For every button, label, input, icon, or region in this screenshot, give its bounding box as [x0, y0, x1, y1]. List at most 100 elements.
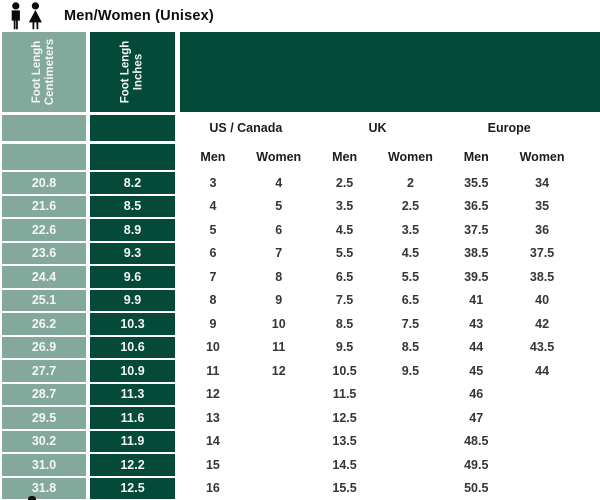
- eu-men-cell: 41: [469, 293, 484, 308]
- inches-cell: 10.3: [90, 313, 175, 335]
- eu-women-cell: [509, 478, 575, 500]
- region-header-row: US / Canada UK Europe: [2, 115, 600, 141]
- uk-men-cell: 15.5: [332, 481, 357, 496]
- eu-women-cell: 42: [535, 316, 550, 331]
- size-values: 16 15.5 50.5: [180, 478, 600, 500]
- subheader-uk-women: Women: [387, 150, 433, 164]
- uk-women-cell: 9.5: [401, 363, 420, 378]
- subheader-eu-men: Men: [463, 150, 489, 164]
- table-row: 30.2 11.9 14 13.5 48.5: [2, 430, 600, 453]
- inches-spacer-cell: [90, 144, 175, 170]
- header-banner: [180, 32, 600, 112]
- size-values: 13 12.5 47: [180, 407, 600, 429]
- table-row: 21.6 8.5 4 5 3.5 2.5 36.5 35: [2, 195, 600, 218]
- inches-cell: 10.9: [90, 360, 175, 382]
- us-men-cell: 7: [209, 269, 217, 284]
- cm-spacer-cell: [2, 115, 86, 141]
- uk-women-cell: 2.5: [401, 199, 420, 214]
- eu-women-cell: [509, 384, 575, 406]
- uk-women-cell: 8.5: [401, 340, 420, 355]
- us-women-cell: [246, 431, 312, 453]
- inches-cell: 8.5: [90, 195, 175, 217]
- inches-cell: 11.6: [90, 407, 175, 429]
- us-women-cell: [246, 384, 312, 406]
- eu-men-cell: 35.5: [464, 175, 489, 190]
- size-values: 4 5 3.5 2.5 36.5 35: [180, 196, 600, 218]
- cm-cell: 23.6: [2, 242, 86, 264]
- us-men-cell: 16: [205, 481, 220, 496]
- size-values: 8 9 7.5 6.5 41 40: [180, 290, 600, 312]
- us-men-cell: 6: [209, 246, 217, 261]
- uk-men-cell: 10.5: [332, 363, 357, 378]
- eu-women-cell: 35: [535, 199, 550, 214]
- size-values: 10 11 9.5 8.5 44 43.5: [180, 337, 600, 359]
- us-women-cell: 11: [272, 340, 286, 355]
- inches-cell: 9.3: [90, 242, 175, 264]
- us-men-cell: 13: [205, 410, 220, 425]
- eu-women-cell: 36: [535, 222, 550, 237]
- us-men-cell: 12: [205, 387, 220, 402]
- table-row: 29.5 11.6 13 12.5 47: [2, 407, 600, 429]
- inches-cell: 12.2: [90, 454, 175, 476]
- us-women-cell: 8: [275, 269, 283, 284]
- uk-women-cell: [378, 407, 444, 429]
- uk-men-cell: 11.5: [332, 387, 357, 402]
- uk-men-cell: 14.5: [332, 457, 357, 472]
- cm-cell: 30.2: [2, 430, 86, 452]
- us-men-cell: 9: [209, 316, 217, 331]
- eu-men-cell: 38.5: [464, 246, 489, 261]
- eu-men-cell: 50.5: [464, 481, 489, 496]
- uk-women-cell: [378, 454, 444, 476]
- cm-cell: 25.1: [2, 289, 86, 311]
- cm-cell: 28.7: [2, 383, 86, 405]
- subheader-eu-women: Women: [519, 150, 565, 164]
- uk-men-cell: 2.5: [335, 175, 354, 190]
- table-row: 26.2 10.3 9 10 8.5 7.5 43 42: [2, 313, 600, 335]
- inches-cell: 12.5: [90, 477, 175, 499]
- size-values: 12 11.5 46: [180, 384, 600, 406]
- eu-men-cell: 39.5: [464, 269, 489, 284]
- eu-men-cell: 49.5: [464, 457, 489, 472]
- us-men-cell: 4: [209, 199, 217, 214]
- size-table: Foot Lengh Centimeters Foot Lengh Inches…: [0, 32, 600, 499]
- us-men-cell: 15: [205, 457, 220, 472]
- table-row: 20.8 8.2 3 4 2.5 2 35.5 34: [2, 172, 600, 194]
- us-women-cell: 5: [275, 199, 283, 214]
- us-men-cell: 11: [206, 363, 220, 378]
- size-values: 11 12 10.5 9.5 45 44: [180, 360, 600, 382]
- table-row: 31.0 12.2 15 14.5 49.5: [2, 454, 600, 476]
- size-values: 14 13.5 48.5: [180, 431, 600, 453]
- eu-women-cell: 37.5: [529, 246, 555, 261]
- size-values: 15 14.5 49.5: [180, 454, 600, 476]
- table-row: 23.6 9.3 6 7 5.5 4.5 38.5 37.5: [2, 242, 600, 264]
- inches-spacer-cell: [90, 115, 175, 141]
- cut-off-next-section-icon: [28, 496, 36, 500]
- size-values: 5 6 4.5 3.5 37.5 36: [180, 219, 600, 241]
- uk-women-cell: 2: [406, 175, 414, 190]
- size-values: 7 8 6.5 5.5 39.5 38.5: [180, 266, 600, 288]
- table-row: 24.4 9.6 7 8 6.5 5.5 39.5 38.5: [2, 266, 600, 288]
- inches-cell: 9.9: [90, 289, 175, 311]
- size-values: 3 4 2.5 2 35.5 34: [180, 172, 600, 194]
- inches-cell: 8.9: [90, 219, 175, 241]
- inches-cell: 9.6: [90, 266, 175, 288]
- cm-cell: 31.8: [2, 477, 86, 499]
- region-europe: Europe: [487, 121, 531, 135]
- region-labels: US / Canada UK Europe: [180, 115, 600, 141]
- inches-cell: 11.9: [90, 430, 175, 452]
- us-women-cell: [246, 407, 312, 429]
- eu-women-cell: 43.5: [529, 340, 555, 355]
- us-men-cell: 5: [209, 222, 217, 237]
- uk-women-cell: 4.5: [401, 246, 420, 261]
- uk-women-cell: [378, 478, 444, 500]
- cm-cell: 22.6: [2, 219, 86, 241]
- region-us-canada: US / Canada: [209, 121, 283, 135]
- cm-cell: 24.4: [2, 266, 86, 288]
- uk-men-cell: 13.5: [332, 434, 357, 449]
- size-values: 9 10 8.5 7.5 43 42: [180, 313, 600, 335]
- chart-title-bar: Men/Women (Unisex): [0, 0, 600, 32]
- us-men-cell: 3: [209, 175, 217, 190]
- cm-cell: 26.9: [2, 336, 86, 358]
- eu-men-cell: 48.5: [464, 434, 489, 449]
- table-row: 26.9 10.6 10 11 9.5 8.5 44 43.5: [2, 336, 600, 359]
